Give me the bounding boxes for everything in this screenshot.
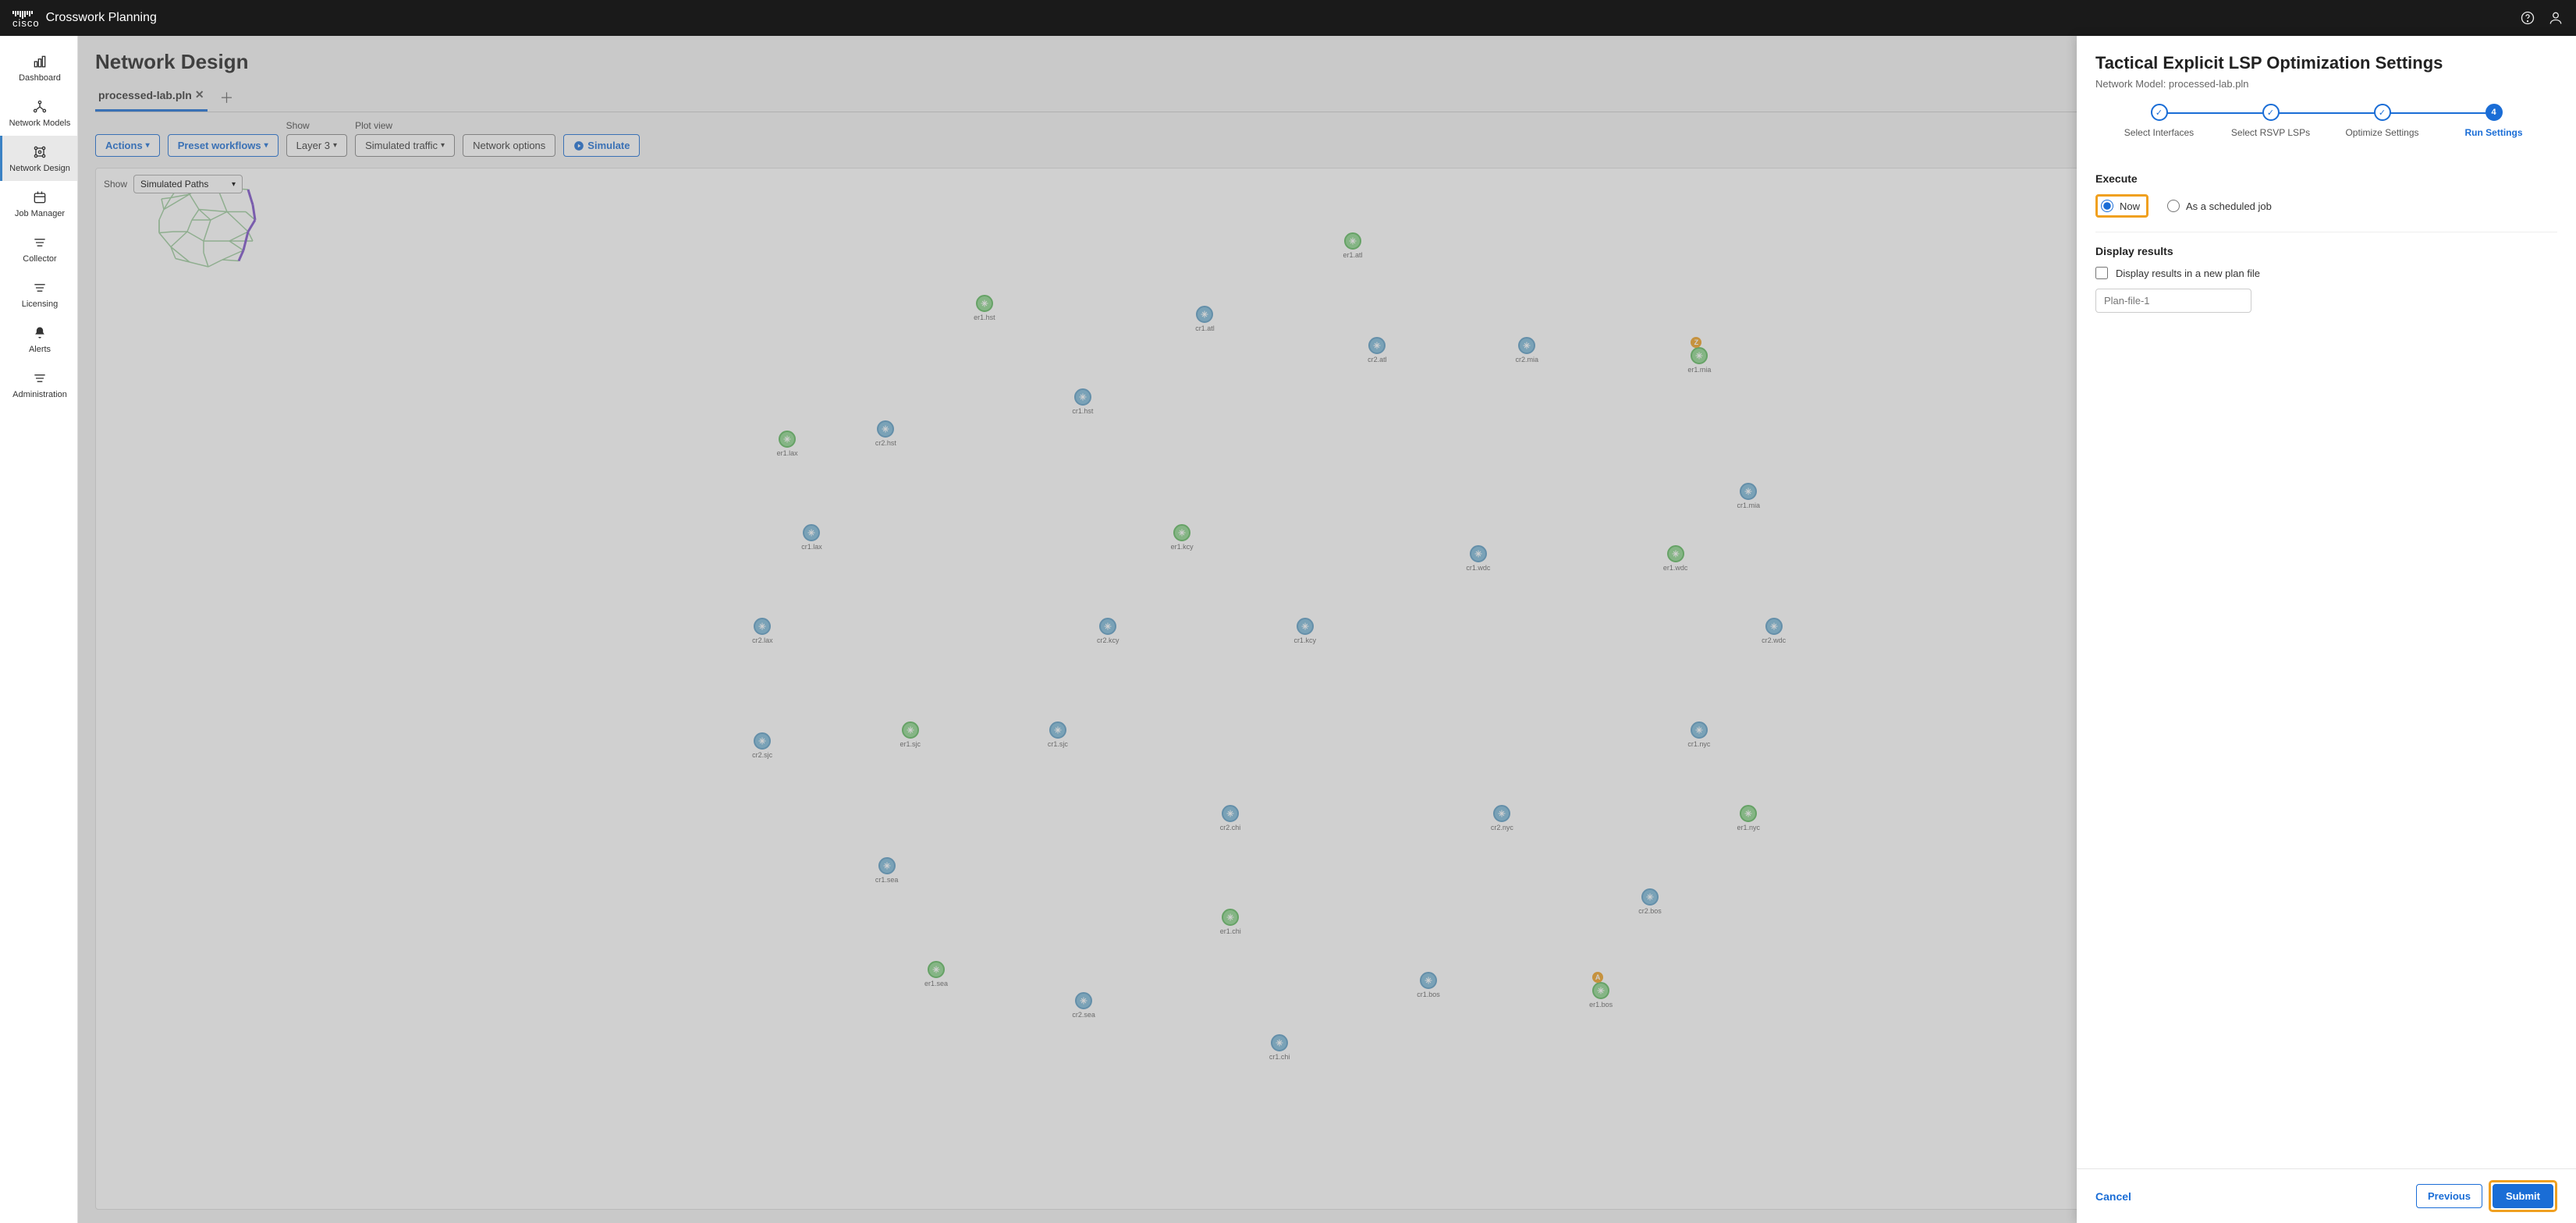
- topology-node[interactable]: cr1.atl: [1195, 306, 1215, 332]
- topology-node[interactable]: cr2.mia: [1515, 337, 1538, 363]
- add-tab-button[interactable]: ＋: [212, 84, 242, 111]
- execute-heading: Execute: [2095, 172, 2557, 185]
- display-results-checkbox[interactable]: Display results in a new plan file: [2095, 267, 2557, 279]
- preset-workflows-button[interactable]: Preset workflows▾: [168, 134, 279, 157]
- topology-node[interactable]: er1.wdc: [1663, 545, 1688, 572]
- drawer-title: Tactical Explicit LSP Optimization Setti…: [2095, 53, 2557, 73]
- step-3[interactable]: ✓Optimize Settings: [2326, 104, 2438, 138]
- display-results-heading: Display results: [2095, 245, 2557, 257]
- cancel-button[interactable]: Cancel: [2095, 1190, 2131, 1203]
- topology-node[interactable]: cr1.sea: [875, 857, 899, 884]
- nav-licensing[interactable]: Licensing: [0, 271, 77, 317]
- nav-network-models[interactable]: Network Models: [0, 90, 77, 136]
- plot-label: Plot view: [355, 120, 455, 131]
- highlight-now-option: Now: [2095, 194, 2148, 218]
- show-label: Show: [286, 120, 347, 131]
- nav-job-manager[interactable]: Job Manager: [0, 181, 77, 226]
- submit-button[interactable]: Submit: [2493, 1184, 2553, 1208]
- radio-now[interactable]: Now: [2101, 200, 2140, 212]
- topology-node[interactable]: er1.sea: [924, 961, 948, 987]
- topology-node[interactable]: cr1.kcy: [1293, 618, 1316, 644]
- user-icon[interactable]: [2548, 10, 2564, 26]
- topology-node[interactable]: cr1.nyc: [1687, 721, 1710, 748]
- show-layer-button[interactable]: Layer 3▾: [286, 134, 347, 157]
- wizard-stepper: ✓Select Interfaces ✓Select RSVP LSPs ✓Op…: [2095, 104, 2557, 138]
- previous-button[interactable]: Previous: [2416, 1184, 2482, 1208]
- topology-node[interactable]: er1.sjc: [899, 721, 921, 748]
- simulate-button[interactable]: Simulate: [563, 134, 640, 157]
- topology-node[interactable]: er1.kcy: [1171, 524, 1194, 551]
- show-paths-select[interactable]: Simulated Paths▾: [133, 175, 243, 193]
- topology-node[interactable]: er1.nyc: [1737, 805, 1761, 831]
- topology-node[interactable]: cr1.chi: [1269, 1034, 1290, 1061]
- topology-node[interactable]: er1.chi: [1220, 909, 1241, 935]
- chevron-down-icon: ▾: [146, 141, 150, 150]
- radio-scheduled[interactable]: As a scheduled job: [2167, 200, 2272, 212]
- topology-node[interactable]: cr2.kcy: [1097, 618, 1119, 644]
- topology-node[interactable]: cr2.bos: [1638, 888, 1662, 915]
- drawer-subtitle: Network Model: processed-lab.pln: [2095, 78, 2557, 90]
- topology-node[interactable]: cr2.sea: [1072, 992, 1095, 1019]
- topology-node[interactable]: cr1.sjc: [1048, 721, 1068, 748]
- topology-node[interactable]: er1.bos: [1589, 982, 1613, 1009]
- highlight-submit: Submit: [2489, 1180, 2557, 1212]
- nav-dashboard[interactable]: Dashboard: [0, 45, 77, 90]
- top-bar: cisco Crosswork Planning: [0, 0, 2576, 36]
- step-1[interactable]: ✓Select Interfaces: [2103, 104, 2215, 138]
- topology-node[interactable]: cr2.lax: [752, 618, 773, 644]
- cisco-logo: cisco: [12, 11, 40, 26]
- topology-node[interactable]: er1.lax: [777, 431, 798, 457]
- plan-file-input[interactable]: [2095, 289, 2251, 313]
- nav-alerts[interactable]: Alerts: [0, 317, 77, 362]
- app-name: Crosswork Planning: [46, 11, 157, 25]
- path-marker-z: Z: [1691, 337, 1701, 348]
- nav-network-design[interactable]: Network Design: [0, 136, 77, 181]
- canvas-show-label: Show: [104, 179, 127, 190]
- topology-node[interactable]: er1.atl: [1343, 232, 1363, 259]
- topology-node[interactable]: cr1.bos: [1417, 972, 1440, 998]
- logo-text: cisco: [12, 20, 40, 26]
- step-2[interactable]: ✓Select RSVP LSPs: [2215, 104, 2326, 138]
- side-nav: Dashboard Network Models Network Design …: [0, 36, 78, 1223]
- path-marker-a: A: [1592, 972, 1603, 983]
- network-options-button[interactable]: Network options: [463, 134, 555, 157]
- topology-node[interactable]: er1.hst: [974, 295, 995, 321]
- topology-node[interactable]: cr1.lax: [801, 524, 822, 551]
- settings-drawer: Tactical Explicit LSP Optimization Setti…: [2077, 36, 2576, 1223]
- topology-node[interactable]: cr1.wdc: [1466, 545, 1490, 572]
- nav-collector[interactable]: Collector: [0, 226, 77, 271]
- topology-node[interactable]: cr1.mia: [1737, 483, 1761, 509]
- topology-node[interactable]: cr1.hst: [1072, 388, 1093, 415]
- nav-administration[interactable]: Administration: [0, 362, 77, 407]
- topology-node[interactable]: cr2.nyc: [1491, 805, 1513, 831]
- topology-node[interactable]: er1.mia: [1687, 347, 1711, 374]
- tab-file[interactable]: processed-lab.pln✕: [95, 83, 208, 112]
- topology-node[interactable]: cr2.sjc: [752, 732, 772, 759]
- step-4[interactable]: 4Run Settings: [2438, 104, 2549, 138]
- topology-node[interactable]: cr2.hst: [875, 420, 896, 447]
- plot-view-button[interactable]: Simulated traffic▾: [355, 134, 455, 157]
- close-icon[interactable]: ✕: [195, 88, 204, 101]
- actions-button[interactable]: Actions▾: [95, 134, 160, 157]
- topology-node[interactable]: cr2.wdc: [1762, 618, 1786, 644]
- topology-node[interactable]: cr2.atl: [1368, 337, 1387, 363]
- topology-node[interactable]: cr2.chi: [1220, 805, 1241, 831]
- help-icon[interactable]: [2520, 10, 2535, 26]
- chevron-down-icon: ▾: [264, 141, 268, 150]
